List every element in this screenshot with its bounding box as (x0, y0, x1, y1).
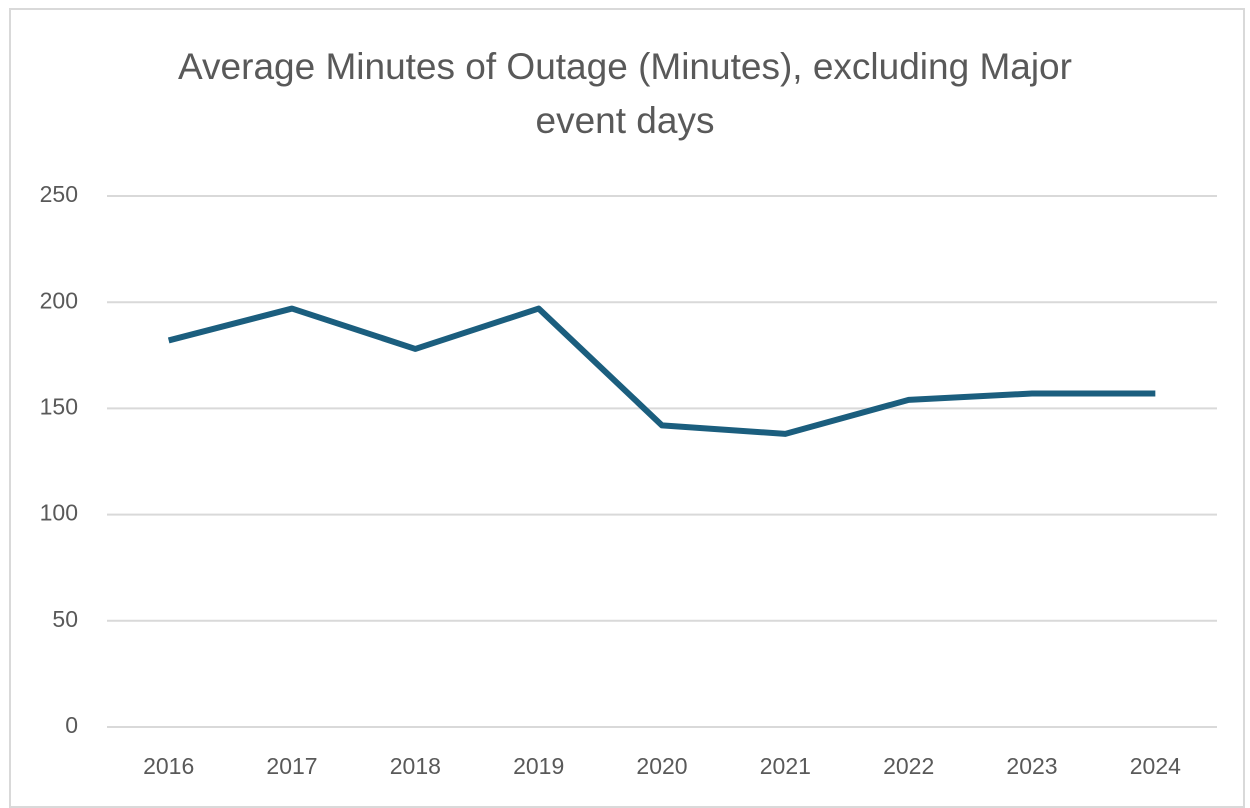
y-tick-label: 250 (40, 181, 78, 207)
x-tick-label: 2024 (1130, 753, 1181, 779)
x-tick-label: 2019 (513, 753, 564, 779)
x-tick-label: 2016 (143, 753, 194, 779)
x-tick-label: 2017 (266, 753, 317, 779)
y-tick-label: 50 (52, 606, 78, 632)
x-tick-label: 2018 (390, 753, 441, 779)
x-tick-label: 2020 (636, 753, 687, 779)
data-line (167, 305, 1156, 437)
y-tick-label: 100 (40, 500, 78, 526)
x-tick-label: 2023 (1006, 753, 1057, 779)
y-tick-label: 150 (40, 393, 78, 419)
y-tick-label: 0 (65, 712, 78, 738)
chart-title: Average Minutes of Outage (Minutes), exc… (178, 46, 1072, 141)
x-tick-label: 2022 (883, 753, 934, 779)
y-tick-label: 200 (40, 287, 78, 313)
x-tick-label: 2021 (760, 753, 811, 779)
